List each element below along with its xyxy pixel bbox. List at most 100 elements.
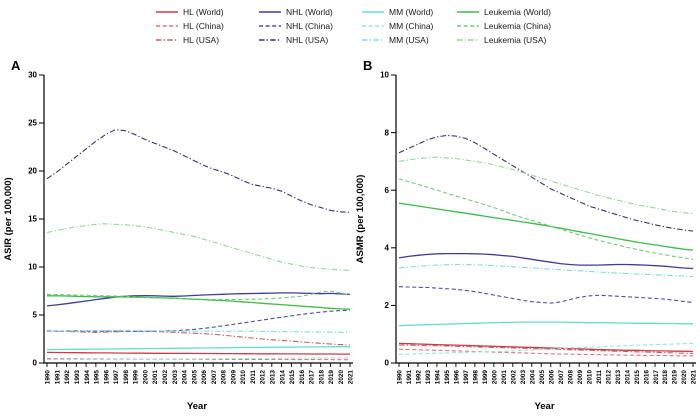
- legend-item-mm-usa: MM (USA): [362, 33, 457, 47]
- x-tick-label: 1995: [94, 370, 101, 385]
- series-line-nhl-world: [398, 252, 694, 270]
- x-tick-label: 2004: [529, 370, 536, 385]
- series-line-nhl-usa: [46, 129, 351, 213]
- legend-item-leukemia-world: Leukemia (World): [457, 5, 597, 19]
- x-tick-label: 2021: [348, 370, 355, 385]
- legend-item-nhl-usa: NHL (USA): [259, 33, 362, 47]
- x-tick-label: 1998: [123, 370, 130, 385]
- x-tick-label: 1991: [54, 370, 61, 385]
- y-axis-title: ASIR (per 100,000): [3, 177, 14, 260]
- axes: [43, 75, 353, 364]
- y-tick-label: 0: [385, 359, 390, 368]
- x-tick-label: 1993: [425, 370, 432, 385]
- x-tick-label: 1996: [454, 370, 461, 385]
- series-lines: [398, 134, 694, 357]
- series-line-hl-china: [398, 348, 693, 357]
- legend-line-sample: [362, 39, 384, 41]
- legend-label: HL (World): [183, 7, 224, 17]
- panel-label-a: A: [11, 58, 21, 73]
- legend-label: Leukemia (China): [484, 21, 552, 31]
- x-tick-label: 2007: [558, 370, 565, 385]
- series-line-hl-usa: [47, 330, 351, 346]
- x-tick-label: 2000: [142, 370, 149, 385]
- legend-line-sample: [457, 11, 479, 13]
- legend-label: MM (World): [389, 7, 434, 17]
- x-tick-label: 2010: [586, 370, 593, 385]
- panel-b: B 0 2 4 6 8 10 1990 1991 1992 1993 1994 1995 1996 1997…: [352, 55, 700, 417]
- x-tick-label: 2014: [624, 370, 631, 385]
- legend-item-nhl-world: NHL (World): [259, 5, 362, 19]
- y-axis: 0 2 4 6 8 10: [380, 71, 396, 368]
- legend-label: NHL (China): [286, 21, 333, 31]
- series-line-mm-china: [47, 357, 351, 361]
- y-tick-label: 10: [380, 71, 389, 80]
- y-tick-label: 0: [33, 359, 38, 368]
- axes: [395, 75, 696, 364]
- x-tick-label: 1999: [482, 370, 489, 385]
- x-tick-label: 2013: [270, 370, 277, 385]
- x-tick-label: 2011: [596, 370, 603, 384]
- y-tick-label: 8: [385, 128, 390, 137]
- x-tick-label: 2016: [299, 370, 306, 385]
- legend-line-sample: [259, 39, 281, 41]
- x-tick-label: 2013: [615, 370, 622, 385]
- x-tick-label: 2003: [520, 370, 527, 385]
- x-tick-label: 2002: [511, 370, 518, 385]
- x-tick-label: 1998: [473, 370, 480, 385]
- x-tick-label: 2014: [279, 370, 286, 385]
- series-line-leukemia-china: [46, 290, 351, 300]
- x-tick-label: 1992: [64, 370, 71, 385]
- x-tick-label: 2011: [250, 370, 257, 384]
- x-tick-label: 2002: [162, 370, 169, 385]
- x-tick-label: 1997: [463, 370, 470, 385]
- legend-item-hl-china: HL (China): [156, 19, 259, 33]
- legend-item-hl-world: HL (World): [156, 5, 259, 19]
- x-tick-label: 2012: [605, 370, 612, 385]
- x-tick-label: 2008: [567, 370, 574, 385]
- x-tick-label: 1990: [397, 370, 404, 385]
- x-tick-label: 2015: [634, 370, 641, 385]
- legend-line-sample: [156, 39, 178, 41]
- series-line-nhl-china: [398, 286, 694, 304]
- x-tick-label: 2017: [309, 370, 316, 385]
- legend-line-sample: [259, 11, 281, 13]
- x-tick-label: 2020: [338, 370, 345, 385]
- legend-label: Leukemia (World): [484, 7, 551, 17]
- panel-a: A 0 5 10 15 20 25 30 1990 1991 1992 1993 1994 1995 199…: [0, 55, 360, 417]
- x-tick-label: 2016: [643, 370, 650, 385]
- series-line-mm-usa: [398, 263, 694, 278]
- series-line-leukemia-usa: [398, 156, 694, 215]
- legend-line-sample: [362, 11, 384, 13]
- series-line-leukemia-world: [47, 295, 351, 310]
- y-tick-label: 6: [385, 186, 390, 195]
- legend-label: MM (USA): [389, 35, 429, 45]
- legend-line-sample: [156, 11, 178, 13]
- x-tick-label: 2006: [201, 370, 208, 385]
- legend-item-mm-china: MM (China): [362, 19, 457, 33]
- x-tick-label: 1995: [444, 370, 451, 385]
- y-tick-label: 10: [28, 263, 37, 272]
- y-tick-label: 4: [385, 244, 390, 253]
- x-axis: 1990 1991 1992 1993 1994 1995 1996 1997 1998 1999…: [45, 363, 355, 384]
- x-tick-label: 2006: [548, 370, 555, 385]
- series-line-leukemia-usa: [46, 223, 351, 271]
- x-tick-label: 1990: [45, 370, 52, 385]
- legend-label: MM (China): [389, 21, 434, 31]
- x-tick-label: 2005: [539, 370, 546, 385]
- series-line-mm-china: [398, 342, 694, 355]
- legend-item-leukemia-china: Leukemia (China): [457, 19, 597, 33]
- x-tick-label: 1992: [416, 370, 423, 385]
- legend-label: NHL (World): [286, 7, 333, 17]
- x-axis-title: Year: [534, 401, 554, 412]
- x-axis-title: Year: [187, 401, 207, 412]
- chart-panel-b: B 0 2 4 6 8 10 1990 1991 1992 1993 1994 1995 1996 1997…: [355, 58, 698, 412]
- legend-line-sample: [259, 25, 281, 27]
- x-tick-label: 2004: [182, 370, 189, 385]
- x-tick-label: 2008: [221, 370, 228, 385]
- series-line-leukemia-china: [398, 178, 694, 260]
- x-tick-label: 2017: [653, 370, 660, 385]
- x-tick-label: 2005: [191, 370, 198, 385]
- x-tick-label: 1999: [133, 370, 140, 385]
- legend: HL (World) HL (China) HL (USA) NHL (World) N…: [156, 5, 597, 47]
